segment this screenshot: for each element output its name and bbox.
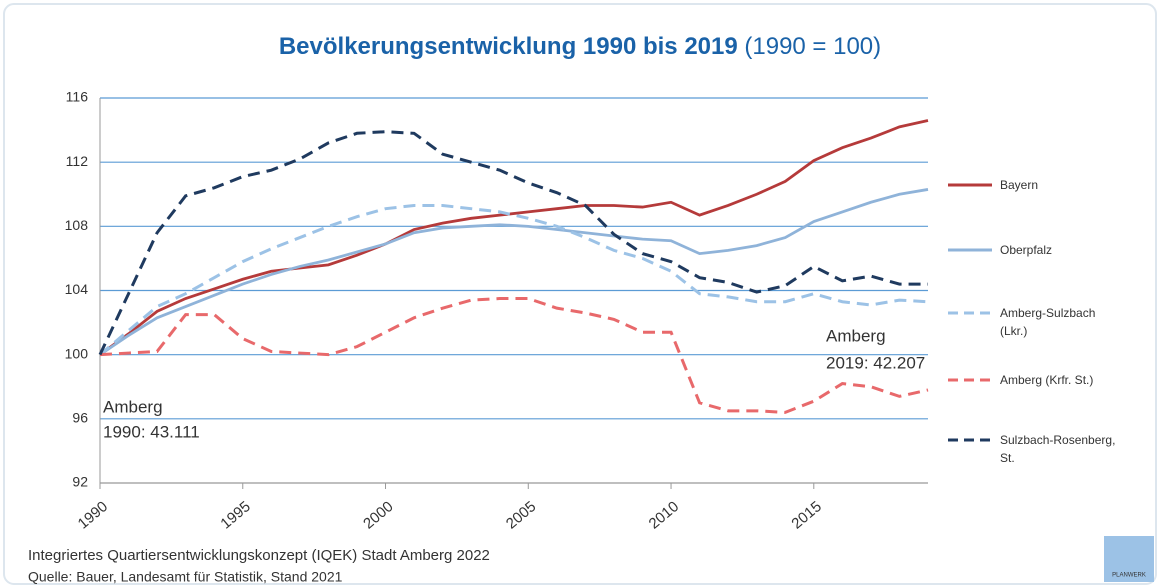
annotation: 2019: 42.207 (826, 353, 925, 372)
legend-label: Amberg-Sulzbach (Lkr.) (1000, 306, 1096, 338)
y-tick-label: 104 (65, 281, 89, 297)
title-suffix: (1990 = 100) (744, 33, 881, 60)
series-line (99, 188, 929, 356)
x-tick-label: 1995 (217, 498, 253, 532)
series-line (98, 130, 928, 356)
y-tick-label: 112 (66, 153, 89, 169)
x-tick-label: 2000 (360, 498, 396, 532)
x-tick-label: 1990 (75, 498, 111, 532)
title-main: Bevölkerungsentwicklung 1990 bis 2019 (279, 33, 738, 60)
chart-title: Bevölkerungsentwicklung 1990 bis 2019 (1… (279, 33, 881, 60)
x-tick-label: 2005 (503, 498, 539, 532)
frame (3, 3, 1157, 585)
annotation: Amberg (826, 326, 886, 345)
y-tick-label: 92 (72, 474, 88, 490)
annotation: Amberg (103, 397, 163, 416)
legend-label: Sulzbach-Rosenberg, St. (1000, 433, 1116, 465)
x-tick-label: 2010 (646, 498, 682, 532)
footer: Integriertes Quartiersentwicklungskonzep… (28, 547, 490, 564)
annotation: 1990: 43.111 (103, 422, 200, 441)
legend-label: Amberg (Krfr. St.) (1000, 373, 1094, 387)
y-tick-label: 96 (72, 410, 88, 426)
x-tick-label: 2015 (788, 498, 824, 532)
legend-label: Bayern (1000, 178, 1039, 192)
logo: PLANWERK (1112, 573, 1146, 579)
y-tick-label: 116 (66, 89, 89, 105)
legend-label: Oberpfalz (1000, 243, 1053, 257)
series-line (99, 203, 929, 356)
source: Quelle: Bauer, Landesamt für Statistik, … (28, 569, 343, 585)
series-line (99, 297, 929, 414)
series-line (99, 119, 929, 356)
logo-box (1104, 536, 1154, 582)
y-tick-label: 100 (65, 345, 89, 361)
y-tick-label: 108 (65, 217, 89, 233)
